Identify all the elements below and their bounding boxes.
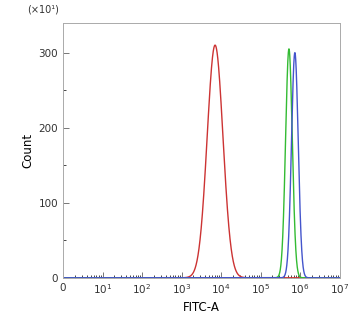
Y-axis label: Count: Count: [21, 133, 34, 168]
Text: (×10¹): (×10¹): [27, 5, 59, 15]
X-axis label: FITC-A: FITC-A: [183, 301, 220, 314]
